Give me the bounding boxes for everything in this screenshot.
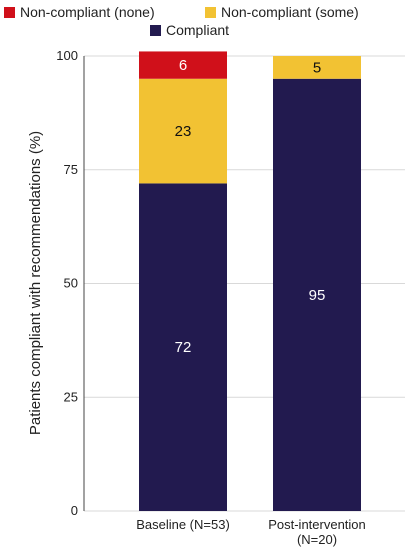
bar-segment-compliant-0 <box>139 183 227 511</box>
data-label-non-compliant-none-0: 6 <box>179 57 187 74</box>
legend-entry-compliant: Compliant <box>150 22 229 38</box>
y-tick-label-75: 75 <box>64 162 78 177</box>
x-category-label-0: Baseline (N=53) <box>136 517 230 532</box>
bar-layer: 72 23 6 95 5 <box>139 51 361 511</box>
legend-label-non-compliant-none: Non-compliant (none) <box>20 4 155 20</box>
bar-segment-compliant-1 <box>273 78 361 511</box>
axis-layer: 0 25 50 75 100 Baseline (N=53) Post-interventi… <box>56 48 365 547</box>
y-tick-label-100: 100 <box>56 48 78 63</box>
chart-legend: Non-compliant (none) Non-compliant (some… <box>0 0 410 42</box>
y-tick-label-25: 25 <box>64 389 78 404</box>
y-tick-label-50: 50 <box>64 276 78 291</box>
y-tick-label-0: 0 <box>71 503 78 518</box>
data-label-non-compliant-some-0: 23 <box>175 123 192 140</box>
y-axis-label: Patients compliant with recommendations … <box>27 131 44 435</box>
legend-label-non-compliant-some: Non-compliant (some) <box>221 4 359 20</box>
legend-swatch-compliant <box>150 24 161 36</box>
bar-segment-non-compliant-none-0 <box>139 51 227 79</box>
bar-segment-non-compliant-some-0 <box>139 78 227 184</box>
legend-entry-non-compliant-some: Non-compliant (some) <box>205 4 359 20</box>
data-label-compliant-1: 95 <box>309 287 326 304</box>
data-label-non-compliant-some-1: 5 <box>313 59 321 76</box>
legend-entry-non-compliant-none: Non-compliant (none) <box>4 4 155 20</box>
legend-swatch-non-compliant-none <box>4 6 15 18</box>
legend-swatch-non-compliant-some <box>205 6 216 18</box>
data-label-compliant-0: 72 <box>175 339 192 356</box>
legend-label-compliant: Compliant <box>166 22 230 38</box>
bar-segment-non-compliant-some-1 <box>273 56 361 79</box>
x-category-label-1: Post-intervention (N=20) <box>268 517 366 547</box>
